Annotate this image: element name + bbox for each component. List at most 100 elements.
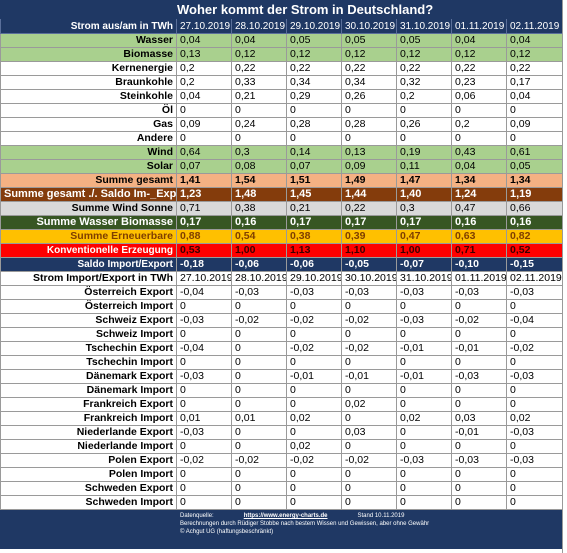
cell-value[interactable]: 1,34 xyxy=(451,173,507,188)
trade-cell-value[interactable]: -0,03 xyxy=(176,369,232,384)
cell-value[interactable]: 0,33 xyxy=(231,75,287,90)
trade-cell-value[interactable]: 0 xyxy=(451,327,507,342)
cell-value[interactable]: 0,26 xyxy=(396,117,452,132)
trade-cell-value[interactable]: -0,02 xyxy=(505,341,564,356)
trade-cell-value[interactable]: 0 xyxy=(505,327,564,342)
trade-cell-value[interactable]: -0,02 xyxy=(451,313,507,328)
cell-value[interactable]: 0,09 xyxy=(341,159,397,174)
trade-cell-value[interactable]: -0,02 xyxy=(231,453,287,468)
trade-cell-value[interactable]: -0,03 xyxy=(451,369,507,384)
cell-value[interactable]: 0,05 xyxy=(505,159,564,174)
trade-cell-value[interactable]: 0 xyxy=(286,327,342,342)
trade-cell-value[interactable]: 0 xyxy=(176,397,232,412)
cell-value[interactable]: -0,05 xyxy=(341,257,397,272)
cell-value[interactable]: 0,52 xyxy=(505,243,564,258)
trade-cell-value[interactable]: -0,03 xyxy=(231,285,287,300)
cell-value[interactable]: 0,29 xyxy=(286,89,342,104)
trade-cell-value[interactable]: -0,03 xyxy=(505,453,564,468)
trade-cell-value[interactable]: 0 xyxy=(176,481,232,496)
cell-value[interactable]: 0,11 xyxy=(396,159,452,174)
cell-value[interactable]: 0,16 xyxy=(231,215,287,230)
cell-value[interactable]: 0,08 xyxy=(231,159,287,174)
cell-value[interactable]: 0,66 xyxy=(505,201,564,216)
trade-cell-value[interactable]: 0 xyxy=(176,467,232,482)
cell-value[interactable]: 0 xyxy=(396,103,452,118)
cell-value[interactable]: 0,34 xyxy=(286,75,342,90)
cell-value[interactable]: 1,49 xyxy=(341,173,397,188)
cell-value[interactable]: 1,40 xyxy=(396,187,452,202)
trade-cell-value[interactable]: -0,02 xyxy=(286,313,342,328)
cell-value[interactable]: 0,2 xyxy=(396,89,452,104)
trade-cell-value[interactable]: 0 xyxy=(341,355,397,370)
cell-value[interactable]: 0,12 xyxy=(341,47,397,62)
cell-value[interactable]: 0,16 xyxy=(505,215,564,230)
trade-cell-value[interactable]: 0 xyxy=(231,439,287,454)
trade-cell-value[interactable]: 0 xyxy=(505,481,564,496)
trade-cell-value[interactable]: 0 xyxy=(505,495,564,510)
trade-cell-value[interactable]: 0 xyxy=(231,299,287,314)
cell-value[interactable]: 0,05 xyxy=(341,33,397,48)
cell-value[interactable]: 1,47 xyxy=(396,173,452,188)
trade-cell-value[interactable]: 0 xyxy=(505,355,564,370)
cell-value[interactable]: 0,34 xyxy=(341,75,397,90)
cell-value[interactable]: 0,12 xyxy=(396,47,452,62)
trade-cell-value[interactable]: 0 xyxy=(231,495,287,510)
cell-value[interactable]: 0,82 xyxy=(505,229,564,244)
trade-cell-value[interactable]: 0 xyxy=(231,397,287,412)
cell-value[interactable]: 0,22 xyxy=(505,61,564,76)
cell-value[interactable]: 0,05 xyxy=(286,33,342,48)
cell-value[interactable]: 0,71 xyxy=(176,201,232,216)
cell-value[interactable]: 0 xyxy=(286,131,342,146)
cell-value[interactable]: 0,12 xyxy=(231,47,287,62)
trade-cell-value[interactable]: 0 xyxy=(231,467,287,482)
cell-value[interactable]: 0,47 xyxy=(396,229,452,244)
trade-cell-value[interactable]: 0 xyxy=(341,411,397,426)
trade-cell-value[interactable]: 0 xyxy=(451,467,507,482)
trade-cell-value[interactable]: 0 xyxy=(176,299,232,314)
cell-value[interactable]: 0,28 xyxy=(286,117,342,132)
cell-value[interactable]: 0,17 xyxy=(286,215,342,230)
cell-value[interactable]: 0,12 xyxy=(505,47,564,62)
cell-value[interactable]: -0,06 xyxy=(286,257,342,272)
trade-cell-value[interactable]: 0 xyxy=(505,383,564,398)
cell-value[interactable]: 1,24 xyxy=(451,187,507,202)
cell-value[interactable]: 0 xyxy=(396,131,452,146)
trade-cell-value[interactable]: -0,02 xyxy=(341,313,397,328)
trade-cell-value[interactable]: 0 xyxy=(176,495,232,510)
trade-cell-value[interactable]: 0,01 xyxy=(176,411,232,426)
cell-value[interactable]: 1,41 xyxy=(176,173,232,188)
cell-value[interactable]: 1,34 xyxy=(505,173,564,188)
trade-cell-value[interactable]: 0 xyxy=(286,495,342,510)
cell-value[interactable]: 0 xyxy=(341,131,397,146)
trade-cell-value[interactable]: -0,04 xyxy=(176,341,232,356)
trade-cell-value[interactable]: -0,03 xyxy=(396,313,452,328)
trade-cell-value[interactable]: -0,01 xyxy=(396,369,452,384)
cell-value[interactable]: 0,23 xyxy=(451,75,507,90)
trade-cell-value[interactable]: 0 xyxy=(451,397,507,412)
cell-value[interactable]: 0,21 xyxy=(231,89,287,104)
trade-cell-value[interactable]: 0 xyxy=(341,481,397,496)
trade-cell-value[interactable]: 0 xyxy=(341,383,397,398)
trade-cell-value[interactable]: 0 xyxy=(341,467,397,482)
cell-value[interactable]: 0,2 xyxy=(176,75,232,90)
trade-cell-value[interactable]: -0,03 xyxy=(286,285,342,300)
trade-cell-value[interactable]: 0 xyxy=(341,299,397,314)
cell-value[interactable]: 0,47 xyxy=(451,201,507,216)
cell-value[interactable]: 0,53 xyxy=(176,243,232,258)
trade-cell-value[interactable]: 0 xyxy=(451,355,507,370)
trade-cell-value[interactable]: 0 xyxy=(231,369,287,384)
cell-value[interactable]: 0,13 xyxy=(176,47,232,62)
cell-value[interactable]: 1,48 xyxy=(231,187,287,202)
trade-cell-value[interactable]: 0 xyxy=(176,383,232,398)
cell-value[interactable]: 0,64 xyxy=(176,145,232,160)
cell-value[interactable]: 0,17 xyxy=(341,215,397,230)
cell-value[interactable]: 0,28 xyxy=(341,117,397,132)
trade-cell-value[interactable]: 0 xyxy=(176,439,232,454)
trade-cell-value[interactable]: 0 xyxy=(286,299,342,314)
cell-value[interactable]: 0,24 xyxy=(231,117,287,132)
cell-value[interactable]: 0,17 xyxy=(505,75,564,90)
cell-value[interactable]: 0,22 xyxy=(231,61,287,76)
footer-source-link[interactable]: https://www.energy-charts.de xyxy=(243,513,328,519)
cell-value[interactable]: 0 xyxy=(231,103,287,118)
trade-cell-value[interactable]: -0,03 xyxy=(176,425,232,440)
